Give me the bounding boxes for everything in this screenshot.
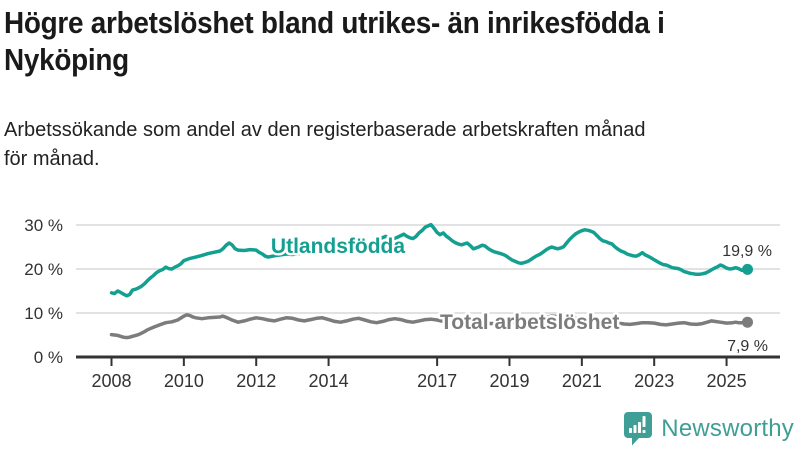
x-axis-tick-label: 2021 [562,371,602,391]
subtitle-line-2: för månad. [4,148,100,170]
title-line-2: Nyköping [4,42,129,77]
x-axis-tick-label: 2019 [489,371,529,391]
series-line-total [109,313,750,340]
newsworthy-brand: Newsworthy [623,411,794,446]
x-axis-tick-label: 2014 [309,371,349,391]
x-axis-tick-label: 2010 [164,371,204,391]
newsworthy-logo-icon [624,412,653,446]
series-label-total: Total arbetslöshet [440,311,619,334]
x-axis-tick-label: 2008 [91,371,131,391]
title-line-1: Högre arbetslöshet bland utrikes- än inr… [4,5,665,40]
newsworthy-brand-name: Newsworthy [661,414,794,442]
x-axis-tick-label: 2023 [634,371,674,391]
x-axis-tick-label: 2012 [236,371,276,391]
x-axis-tick-label: 2017 [417,371,457,391]
chart-subtitle: Arbetssökande som andel av den registerb… [4,116,646,174]
x-axis-tick-label: 2025 [707,371,747,391]
series-line-utlandsfodda [109,222,750,298]
series-end-dot-utlandsfodda [742,263,753,275]
y-axis-tick-label: 30 % [24,216,63,235]
subtitle-line-1: Arbetssökande som andel av den registerb… [4,119,646,141]
y-axis-tick-label: 0 % [34,348,63,367]
series-end-value-utlandsfodda: 19,9 % [722,243,772,260]
series-end-value-total: 7,9 % [727,338,768,355]
y-axis-tick-label: 10 % [24,304,63,323]
page-title: Högre arbetslöshet bland utrikes- än inr… [4,4,665,78]
y-axis-tick-label: 20 % [24,260,63,279]
series-label-utlandsfodda: Utlandsfödda [271,235,405,258]
series-end-dot-total [742,316,753,328]
